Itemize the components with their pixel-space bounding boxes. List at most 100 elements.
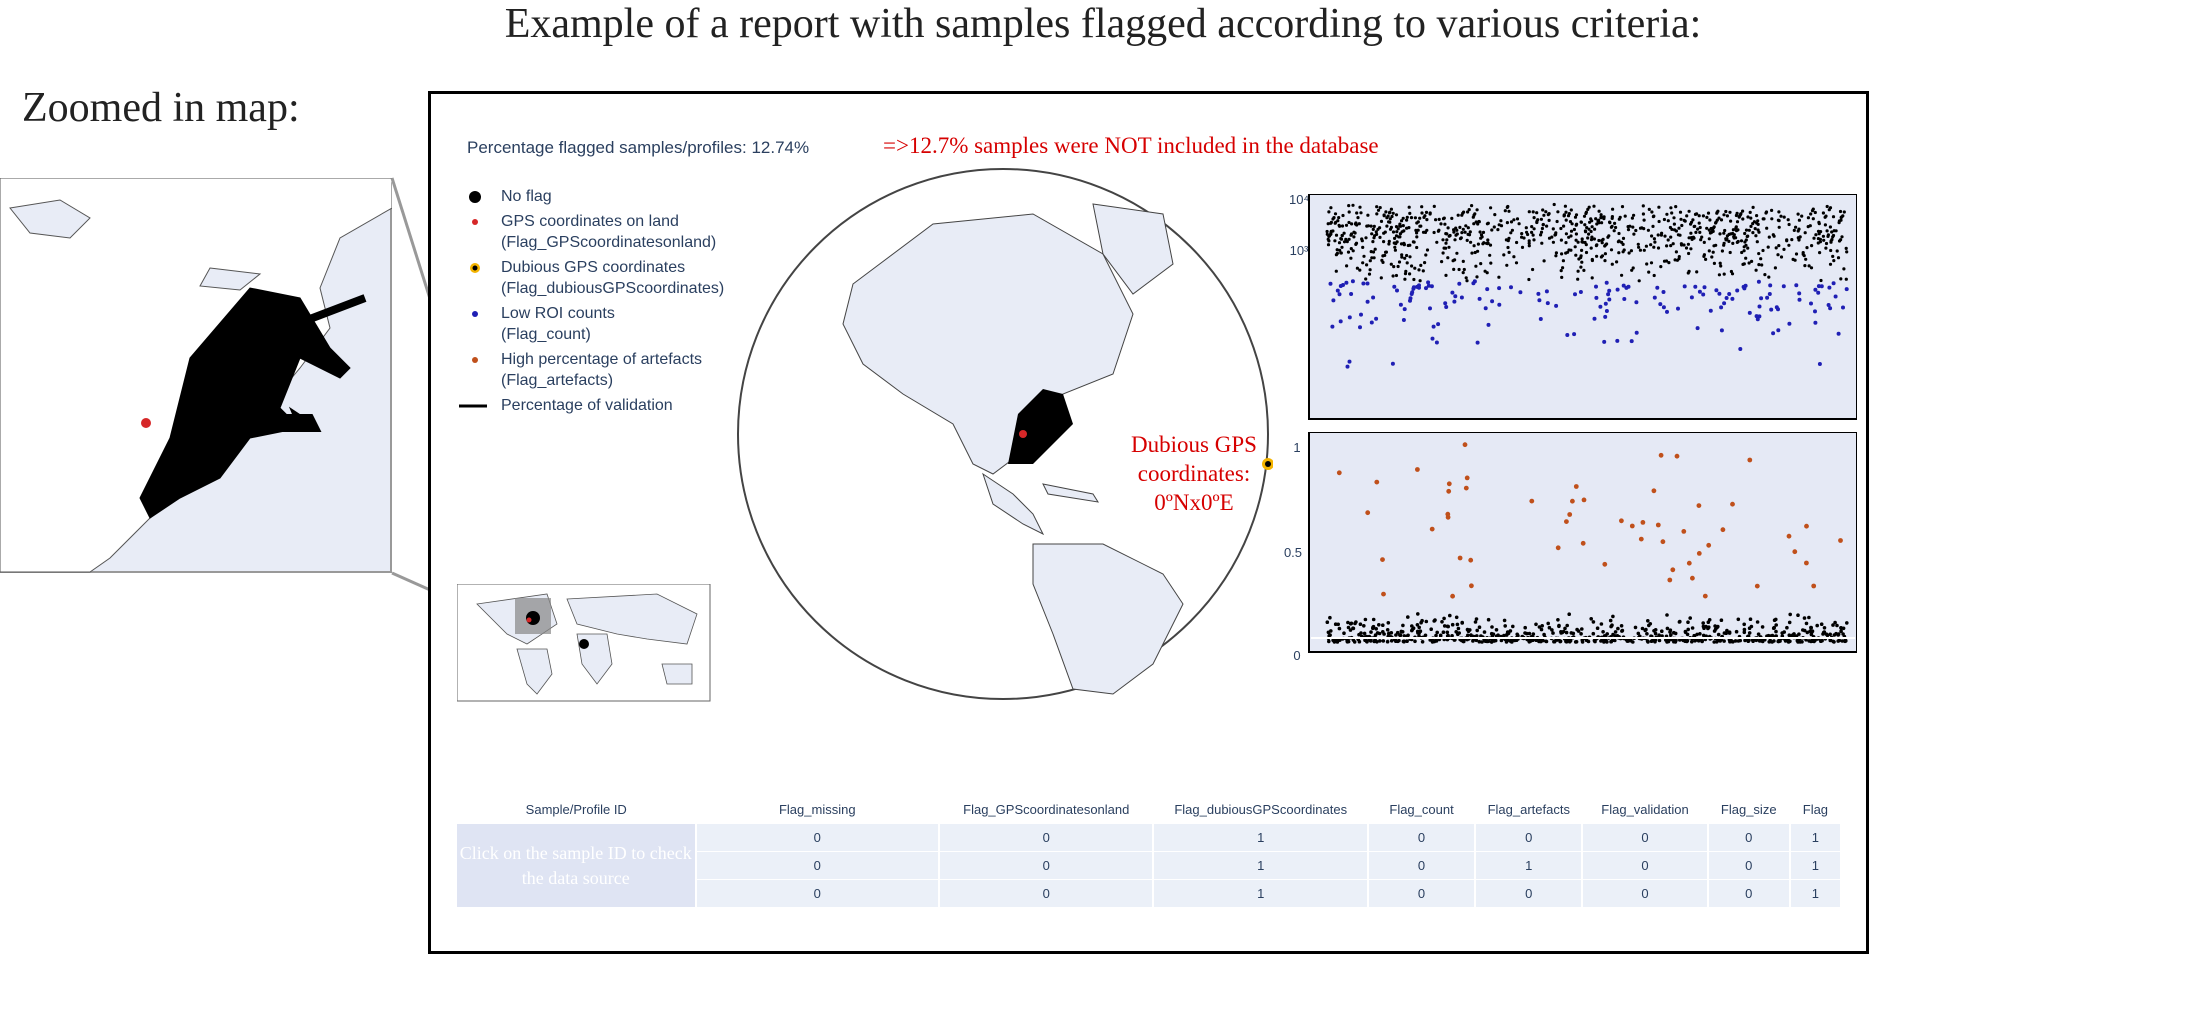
artefacts-chart[interactable]: 1 0.5 0 Percentage of artefacts/validati… [1279, 432, 1857, 668]
no-flag-point [1550, 235, 1554, 239]
header-flag-size[interactable]: Flag_size [1720, 801, 1777, 817]
low-roi-point [1831, 281, 1836, 286]
percentage-flagged: Percentage flagged samples/profiles: 12.… [467, 138, 810, 157]
no-flag-point [1787, 243, 1791, 247]
no-flag-point [1541, 222, 1545, 227]
no-flag-point [1712, 629, 1717, 633]
low-roi-point [1813, 320, 1818, 325]
sample-id-link[interactable]: Click on the sample ID to check the data… [457, 824, 697, 908]
header-flag-artefacts[interactable]: Flag_artefacts [1487, 801, 1570, 817]
no-flag-point [1551, 631, 1555, 635]
no-flag-point [1402, 243, 1406, 247]
no-flag-point [1833, 620, 1837, 625]
no-flag-point [1742, 630, 1747, 635]
no-flag-point [1349, 233, 1353, 237]
artefact-point [1681, 529, 1687, 534]
no-flag-point [1387, 220, 1391, 224]
no-flag-point [1485, 639, 1489, 644]
no-flag-point [1617, 231, 1621, 236]
no-flag-point [1666, 238, 1670, 242]
legend-item-artefacts[interactable]: High percentage of artefacts (Flag_artef… [459, 349, 749, 391]
low-roi-point [1819, 284, 1824, 289]
low-roi-point [1622, 297, 1627, 301]
no-flag-point [1460, 213, 1464, 217]
no-flag-point [1803, 264, 1807, 268]
header-sample-id[interactable]: Sample/Profile ID [525, 801, 627, 817]
no-flag-point [1502, 618, 1507, 623]
low-roi-point [1776, 307, 1780, 312]
no-flag-point [1475, 628, 1479, 633]
header-flag[interactable]: Flag [1802, 801, 1829, 817]
no-flag-point [1334, 233, 1339, 237]
low-roi-point [1634, 300, 1639, 305]
legend-item-low-roi[interactable]: Low ROI counts (Flag_count) [459, 303, 749, 345]
no-flag-point [1385, 639, 1390, 644]
no-flag-point [1446, 226, 1450, 230]
legend-item-gps-land[interactable]: GPS coordinates on land (Flag_GPScoordin… [459, 211, 749, 253]
low-roi-point [1371, 295, 1376, 300]
no-flag-point [1630, 268, 1634, 272]
no-flag-point [1770, 208, 1774, 212]
no-flag-point [1347, 204, 1351, 208]
low-roi-point [1434, 340, 1439, 345]
legend-item-validation[interactable]: Percentage of validation [459, 395, 749, 416]
no-flag-point [1764, 211, 1768, 215]
no-flag-point [1666, 219, 1670, 223]
no-flag-point [1779, 255, 1784, 259]
no-flag-point [1761, 217, 1765, 221]
no-flag-point [1384, 210, 1388, 214]
header-flag-count[interactable]: Flag_count [1389, 801, 1454, 817]
no-flag-point [1556, 210, 1560, 214]
no-flag-point [1648, 622, 1653, 626]
low-roi-point [1754, 314, 1759, 319]
no-flag-point [1815, 623, 1819, 628]
no-flag-point [1729, 232, 1733, 236]
no-flag-point [1442, 616, 1446, 621]
no-flag-point [1415, 235, 1419, 239]
header-flag-missing[interactable]: Flag_missing [778, 801, 856, 817]
no-flag-point [1657, 219, 1661, 224]
no-flag-point [1401, 623, 1405, 628]
no-flag-point [1432, 204, 1436, 208]
blue-dot-icon [472, 311, 478, 317]
no-flag-point [1800, 214, 1804, 218]
no-flag-point [1482, 241, 1486, 245]
no-flag-point [1559, 238, 1563, 242]
no-flag-point [1839, 629, 1843, 633]
no-flag-point [1665, 212, 1669, 216]
no-flag-point [1809, 631, 1814, 636]
table-header-row: Sample/Profile ID Flag_missing Flag_GPSc… [457, 794, 1841, 824]
no-flag-point [1705, 226, 1709, 230]
no-flag-point [1506, 239, 1510, 243]
low-roi-point [1742, 286, 1747, 291]
legend-item-dubious-gps[interactable]: Dubious GPS coordinates (Flag_dubiousGPS… [459, 257, 749, 299]
globe-map[interactable] [733, 164, 1273, 704]
no-flag-point [1689, 222, 1693, 226]
artefact-point [1581, 497, 1587, 503]
header-flag-validation[interactable]: Flag_validation [1601, 801, 1689, 817]
artefact-point [1381, 591, 1386, 597]
no-flag-point [1460, 231, 1464, 235]
no-flag-point [1530, 230, 1534, 234]
low-roi-point [1402, 307, 1407, 312]
no-flag-point [1637, 279, 1641, 283]
artefact-point [1667, 577, 1673, 583]
no-flag-point [1365, 224, 1369, 228]
legend-item-no-flag[interactable]: No flag [459, 186, 749, 207]
no-flag-point [1451, 259, 1455, 263]
no-flag-point [1818, 240, 1822, 244]
no-flag-point [1668, 630, 1672, 634]
roi-count-chart[interactable]: 10⁴ 10³ # of ROI [1279, 194, 1857, 430]
no-flag-point [1773, 266, 1777, 270]
no-flag-point [1672, 630, 1676, 635]
low-roi-point [1621, 283, 1626, 288]
no-flag-point [1616, 626, 1620, 631]
low-roi-point [1554, 303, 1559, 308]
artefact-point [1702, 593, 1708, 599]
artefact-point [1696, 551, 1702, 556]
no-flag-point [1743, 231, 1747, 236]
header-flag-gps-land[interactable]: Flag_GPScoordinatesonland [963, 801, 1130, 817]
header-flag-dubious-gps[interactable]: Flag_dubiousGPScoordinates [1174, 801, 1348, 817]
no-flag-point [1356, 216, 1360, 220]
inset-world-map[interactable] [457, 584, 711, 702]
